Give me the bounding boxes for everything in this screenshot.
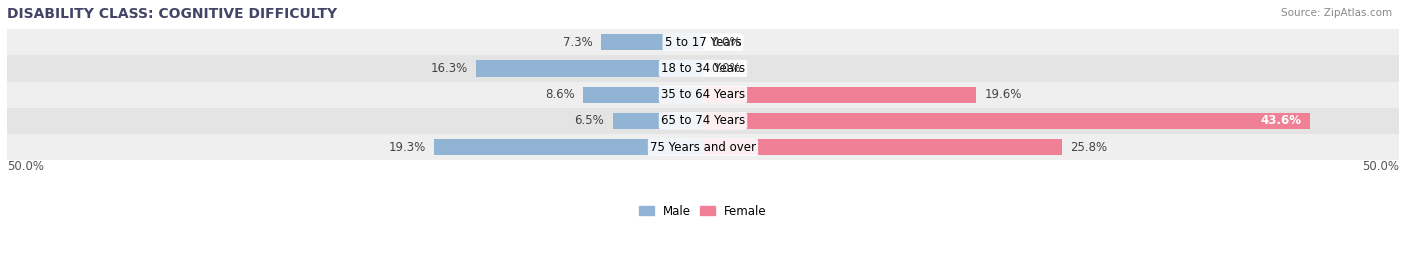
Bar (583, 87, 703, 103)
Text: 0.0%: 0.0% (711, 36, 741, 49)
Text: 50.0%: 50.0% (7, 160, 44, 173)
Bar (7, 134, 1399, 160)
Text: 8.6%: 8.6% (546, 88, 575, 101)
Text: 5 to 17 Years: 5 to 17 Years (665, 36, 741, 49)
Text: 7.3%: 7.3% (564, 36, 593, 49)
Text: 25.8%: 25.8% (1070, 141, 1108, 154)
Bar (602, 34, 703, 50)
Bar (7, 55, 1399, 82)
Bar (613, 113, 703, 129)
Bar (703, 139, 1062, 155)
Text: 65 to 74 Years: 65 to 74 Years (661, 114, 745, 128)
Bar (477, 60, 703, 77)
Text: 6.5%: 6.5% (575, 114, 605, 128)
Text: 19.3%: 19.3% (388, 141, 426, 154)
Text: 19.6%: 19.6% (984, 88, 1022, 101)
Text: 50.0%: 50.0% (1362, 160, 1399, 173)
Text: 16.3%: 16.3% (430, 62, 468, 75)
Bar (434, 139, 703, 155)
Bar (7, 108, 1399, 134)
Text: Source: ZipAtlas.com: Source: ZipAtlas.com (1281, 8, 1392, 18)
Text: 35 to 64 Years: 35 to 64 Years (661, 88, 745, 101)
Bar (7, 29, 1399, 55)
Bar (703, 113, 1310, 129)
Legend: Male, Female: Male, Female (634, 200, 772, 222)
Text: 75 Years and over: 75 Years and over (650, 141, 756, 154)
Text: DISABILITY CLASS: COGNITIVE DIFFICULTY: DISABILITY CLASS: COGNITIVE DIFFICULTY (7, 7, 337, 21)
Bar (703, 87, 976, 103)
Text: 18 to 34 Years: 18 to 34 Years (661, 62, 745, 75)
Bar (7, 82, 1399, 108)
Text: 43.6%: 43.6% (1261, 114, 1302, 128)
Text: 0.0%: 0.0% (711, 62, 741, 75)
